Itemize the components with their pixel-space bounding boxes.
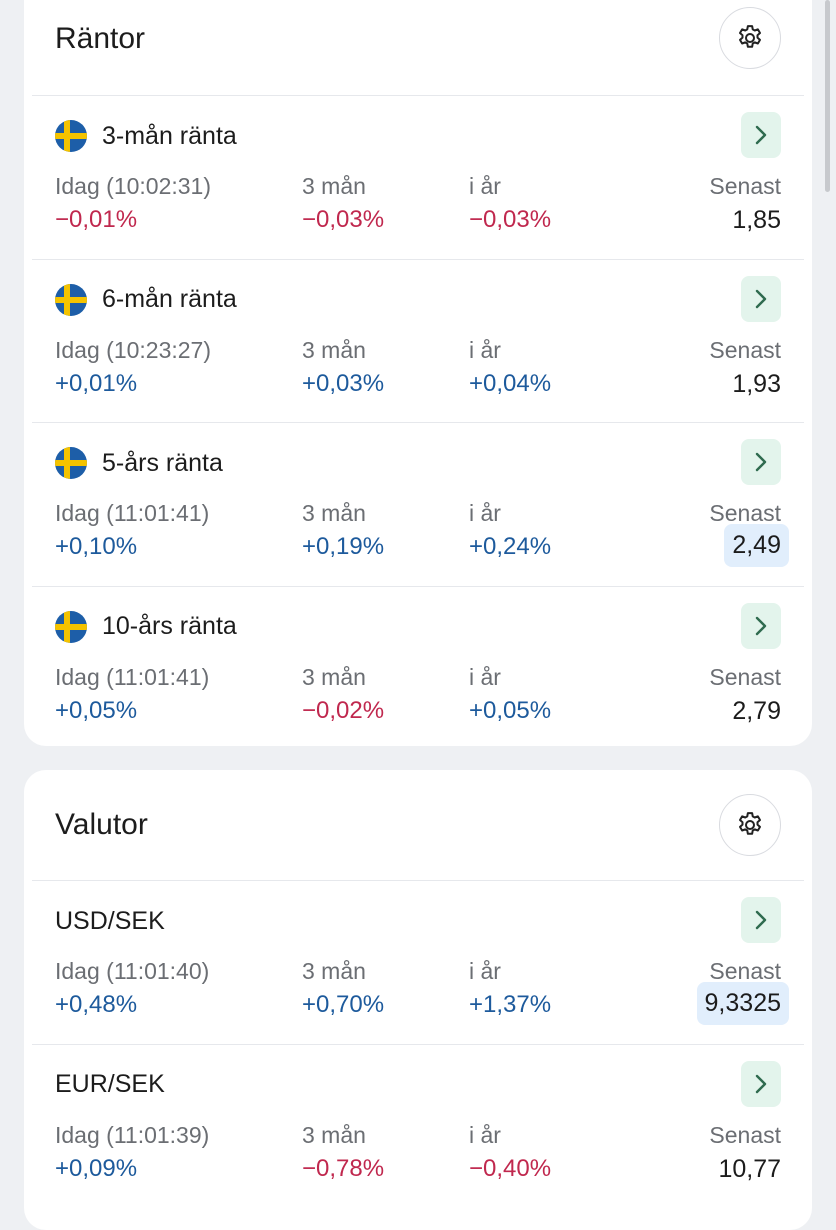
chevron-right-icon xyxy=(755,452,767,472)
row-name: 5-års ränta xyxy=(102,448,223,477)
gear-icon xyxy=(739,812,761,835)
list-item[interactable]: USD/SEK Idag (11:01:40) 3 mån i år Senas… xyxy=(32,880,804,1044)
senast-label: Senast xyxy=(709,1121,781,1148)
idag-value: +0,09% xyxy=(55,1154,138,1182)
senast-label: Senast xyxy=(709,336,781,363)
row-name: EUR/SEK xyxy=(55,1070,165,1098)
list-item[interactable]: 5-års ränta Idag (11:01:41) 3 mån i år S… xyxy=(32,422,804,586)
list-item[interactable]: 3-mån ränta Idag (10:02:31) 3 mån i år S… xyxy=(32,95,804,259)
idag-label: Idag (11:01:41) xyxy=(55,500,210,526)
sweden-flag-icon xyxy=(55,120,87,152)
scrollbar[interactable] xyxy=(825,0,830,192)
tre-man-value: +0,03% xyxy=(302,369,385,397)
open-button[interactable] xyxy=(741,897,781,943)
rantor-card: Räntor 3-mån ränta Idag (10:02:31) 3 mån… xyxy=(24,0,812,746)
list-item[interactable]: EUR/SEK Idag (11:01:39) 3 mån i år Senas… xyxy=(32,1043,804,1208)
rantor-title: Räntor xyxy=(55,22,146,55)
i-ar-label: i år xyxy=(469,958,501,984)
open-button[interactable] xyxy=(741,1060,781,1107)
idag-label: Idag (11:01:41) xyxy=(55,663,210,690)
i-ar-label: i år xyxy=(469,500,501,526)
open-button[interactable] xyxy=(741,439,781,485)
sweden-flag-icon xyxy=(55,610,87,643)
chevron-right-icon xyxy=(755,289,767,308)
tre-man-label: 3 mån xyxy=(302,1121,366,1148)
idag-value: +0,05% xyxy=(55,696,138,724)
sweden-flag-icon xyxy=(55,447,87,479)
gear-icon xyxy=(739,25,761,48)
tre-man-label: 3 mån xyxy=(302,336,366,363)
senast-value: 1,93 xyxy=(732,369,781,398)
idag-label: Idag (11:01:39) xyxy=(55,1121,210,1148)
i-ar-label: i år xyxy=(469,1121,501,1148)
open-button[interactable] xyxy=(741,275,781,322)
valutor-header: Valutor xyxy=(24,770,812,880)
tre-man-label: 3 mån xyxy=(302,173,366,199)
senast-value-highlighted: 9,3325 xyxy=(696,982,789,1025)
tre-man-value: −0,03% xyxy=(302,206,385,233)
tre-man-label: 3 mån xyxy=(302,663,366,690)
row-name: USD/SEK xyxy=(55,906,165,935)
tre-man-value: −0,78% xyxy=(302,1154,385,1182)
idag-value: +0,01% xyxy=(55,369,138,397)
valutor-settings-button[interactable] xyxy=(719,794,781,856)
i-ar-value: +0,05% xyxy=(469,696,552,724)
row-name: 10-års ränta xyxy=(102,612,237,640)
idag-value: +0,10% xyxy=(55,533,138,560)
idag-label: Idag (11:01:40) xyxy=(55,958,210,984)
idag-label: Idag (10:02:31) xyxy=(55,173,212,199)
senast-label: Senast xyxy=(709,173,781,199)
rantor-list: 3-mån ränta Idag (10:02:31) 3 mån i år S… xyxy=(32,95,804,749)
row-name: 3-mån ränta xyxy=(102,121,237,150)
valutor-title: Valutor xyxy=(55,808,148,841)
row-name: 6-mån ränta xyxy=(102,285,237,313)
rantor-settings-button[interactable] xyxy=(719,7,781,69)
senast-value-highlighted: 2,49 xyxy=(724,524,789,567)
i-ar-label: i år xyxy=(469,336,501,363)
i-ar-label: i år xyxy=(469,173,501,199)
idag-label: Idag (10:23:27) xyxy=(55,336,212,363)
i-ar-value: −0,40% xyxy=(469,1154,552,1182)
i-ar-value: +1,37% xyxy=(469,991,552,1018)
chevron-right-icon xyxy=(755,125,767,145)
tre-man-value: −0,02% xyxy=(302,696,385,724)
i-ar-value: +0,04% xyxy=(469,369,552,397)
senast-label: Senast xyxy=(709,958,781,984)
tre-man-label: 3 mån xyxy=(302,958,366,984)
senast-value: 1,85 xyxy=(732,206,781,234)
open-button[interactable] xyxy=(741,112,781,158)
list-item[interactable]: 6-mån ränta Idag (10:23:27) 3 mån i år S… xyxy=(32,258,804,423)
senast-label: Senast xyxy=(709,663,781,690)
tre-man-value: +0,70% xyxy=(302,991,385,1018)
i-ar-value: −0,03% xyxy=(469,206,552,233)
senast-value: 10,77 xyxy=(718,1154,781,1183)
open-button[interactable] xyxy=(741,602,781,649)
i-ar-label: i år xyxy=(469,663,501,690)
chevron-right-icon xyxy=(755,616,767,635)
idag-value: +0,48% xyxy=(55,991,138,1018)
senast-value: 2,79 xyxy=(732,696,781,725)
tre-man-label: 3 mån xyxy=(302,500,366,526)
sweden-flag-icon xyxy=(55,283,87,316)
valutor-card: Valutor USD/SEK Idag (11:01:40) 3 mån i … xyxy=(24,770,812,1230)
i-ar-value: +0,24% xyxy=(469,533,552,560)
valutor-list: USD/SEK Idag (11:01:40) 3 mån i år Senas… xyxy=(32,880,804,1207)
chevron-right-icon xyxy=(755,1074,767,1093)
list-item[interactable]: 10-års ränta Idag (11:01:41) 3 mån i år … xyxy=(32,585,804,750)
rantor-header: Räntor xyxy=(24,0,812,95)
senast-label: Senast xyxy=(709,500,781,526)
chevron-right-icon xyxy=(755,910,767,930)
idag-value: −0,01% xyxy=(55,206,138,233)
tre-man-value: +0,19% xyxy=(302,533,385,560)
